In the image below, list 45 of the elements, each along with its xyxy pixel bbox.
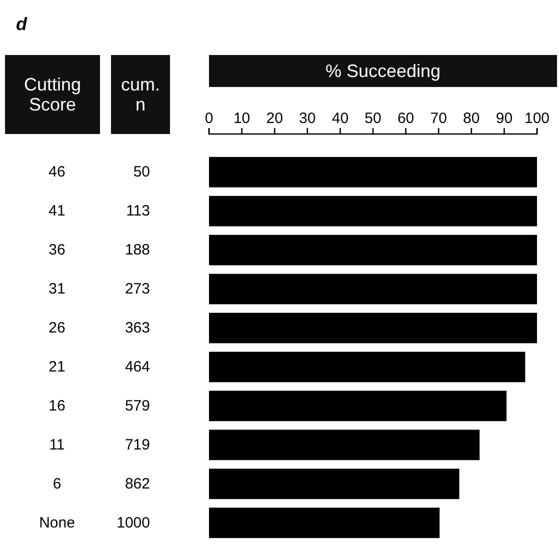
x2-tick-label: 70 <box>430 110 447 127</box>
x2-tick-label: 90 <box>496 110 513 127</box>
bar <box>209 234 537 266</box>
bar <box>209 274 537 304</box>
x2-tick-label: 60 <box>397 110 414 127</box>
y-tick-label: 16 <box>48 397 66 414</box>
x2-tick-label: 20 <box>266 110 283 127</box>
x2-tick-label: 50 <box>364 110 382 127</box>
x2-tick-label: 100 <box>524 110 550 127</box>
text: 862 <box>124 475 150 492</box>
text: 113 <box>126 202 150 220</box>
x2-tick-label: 40 <box>332 110 349 127</box>
text: 188 <box>124 242 150 259</box>
x2-tick-label: 0 <box>204 110 214 127</box>
text: 579 <box>124 397 150 414</box>
y-axis-title: Cutting Score <box>24 74 82 114</box>
bar <box>209 156 537 188</box>
x2-tick-label: 80 <box>463 110 480 127</box>
y-tick-label: None <box>39 514 75 532</box>
bar <box>209 430 480 460</box>
y-tick-label: 31 <box>48 280 66 298</box>
y-tick-label: 26 <box>48 320 66 337</box>
text: 273 <box>124 280 150 298</box>
y-tick-label: 36 <box>48 242 66 259</box>
y-tick-label: 21 <box>48 358 66 376</box>
y-tick-label: 46 <box>48 164 66 181</box>
text: 1000 <box>116 514 150 532</box>
text: 719 <box>124 436 150 454</box>
x2-tick-label: 10 <box>233 110 250 127</box>
bar <box>209 508 440 538</box>
y-tick-label: 41 <box>48 202 66 220</box>
bar <box>209 312 537 344</box>
text: 363 <box>124 320 150 337</box>
x2-tick-label: 30 <box>299 110 316 127</box>
x2-axis-title: % Succeeding <box>325 61 441 81</box>
bar <box>209 196 537 226</box>
text: 50 <box>133 164 150 181</box>
text: cum. n <box>120 74 160 114</box>
y-tick-label: 11 <box>49 436 65 454</box>
text: 464 <box>124 358 150 376</box>
bar <box>209 468 460 500</box>
bar <box>209 352 526 382</box>
text: d <box>16 14 28 34</box>
y-tick-label: 6 <box>52 475 62 492</box>
bar <box>209 390 506 422</box>
